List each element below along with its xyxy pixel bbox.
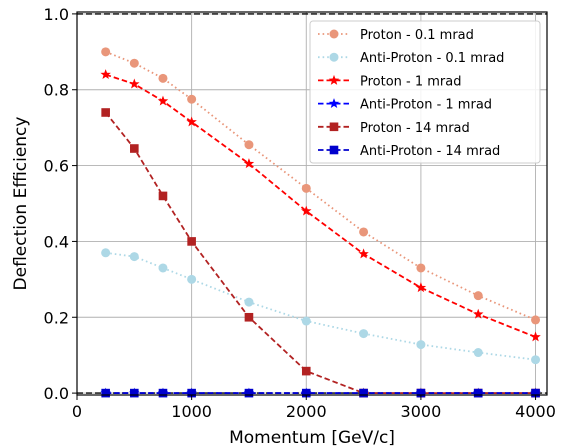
series-point — [531, 388, 540, 398]
legend-marker — [329, 122, 339, 132]
legend-marker — [328, 74, 340, 85]
x-tick-label: 1000 — [171, 402, 212, 421]
series-point — [158, 191, 168, 201]
y-tick-label: 0.0 — [44, 384, 69, 403]
series-point — [130, 388, 139, 398]
series-point — [531, 355, 541, 365]
series-point — [187, 94, 197, 104]
legend: Proton - 0.1 mrad Anti-Proton - 0.1 mrad P… — [309, 20, 541, 164]
x-tick-label: 4000 — [515, 402, 556, 421]
x-tick-label: 3000 — [401, 402, 442, 421]
series-point — [101, 248, 111, 258]
series-point — [301, 316, 311, 326]
series-point — [187, 237, 196, 246]
series-point — [130, 144, 139, 153]
series-point — [187, 388, 196, 398]
legend-marker — [329, 52, 339, 62]
series-point — [244, 140, 254, 150]
series-point — [101, 47, 111, 57]
series-point — [473, 291, 483, 301]
series-point — [472, 308, 484, 319]
series-line — [105, 50, 536, 321]
series-point — [301, 388, 311, 398]
series-point — [101, 108, 110, 117]
series-point — [301, 366, 311, 376]
legend-label: Anti-Proton - 0.1 mrad — [360, 51, 504, 66]
x-axis-label: Momentum [GeV/c] — [229, 428, 395, 448]
series-point — [473, 348, 483, 358]
series-6 — [101, 388, 540, 398]
series-point — [186, 116, 197, 127]
series-point — [100, 69, 111, 80]
series-point — [129, 58, 139, 68]
legend-label: Proton - 14 mrad — [360, 121, 470, 136]
series-point — [244, 388, 254, 398]
series-point — [416, 263, 426, 273]
x-tick-label: 0 — [72, 402, 82, 421]
y-axis-label: Deflection Efficiency — [11, 117, 31, 291]
legend-marker — [329, 145, 339, 155]
y-tick-label: 0.6 — [44, 157, 69, 176]
series-point — [359, 227, 369, 237]
series-point — [129, 252, 139, 262]
series-point — [530, 331, 541, 342]
series-point — [129, 78, 140, 89]
series-point — [244, 297, 254, 307]
series-point — [416, 388, 426, 398]
series-2 — [101, 248, 541, 365]
legend-marker — [329, 29, 339, 39]
series-point — [158, 73, 168, 83]
series-point — [101, 388, 110, 398]
series-point — [301, 183, 311, 193]
legend-box — [309, 20, 541, 164]
series-point — [359, 329, 369, 339]
y-tick-label: 0.8 — [44, 81, 69, 100]
legend-label: Proton - 1 mrad — [360, 74, 462, 89]
series-point — [531, 315, 541, 325]
series-point — [187, 274, 197, 284]
series-1 — [101, 47, 541, 325]
y-tick-label: 0.2 — [44, 308, 69, 327]
series-point — [243, 158, 255, 169]
series-line — [105, 73, 536, 338]
series-point — [244, 312, 254, 322]
series-line — [105, 251, 536, 361]
series-point — [358, 248, 369, 259]
series-point — [416, 340, 426, 350]
legend-label: Proton - 0.1 mrad — [360, 28, 474, 43]
series-point — [473, 388, 483, 398]
legend-marker — [328, 98, 340, 109]
legend-label: Anti-Proton - 1 mrad — [360, 98, 492, 113]
series-point — [301, 205, 312, 216]
y-tick-label: 1.0 — [44, 5, 69, 24]
series-3 — [100, 69, 541, 342]
plot-frame — [76, 11, 548, 396]
series-point — [415, 282, 427, 293]
x-tick-label: 2000 — [286, 402, 327, 421]
series-point — [359, 388, 368, 398]
axis-ticks: 0 1000 2000 3000 4000 0.0 0.2 0.4 0.6 0.8 1.0 — [44, 5, 556, 421]
series-point — [158, 263, 168, 273]
series-group — [100, 47, 541, 398]
legend-label: Anti-Proton - 14 mrad — [360, 144, 500, 159]
y-tick-label: 0.4 — [44, 232, 69, 251]
series-point — [157, 95, 169, 106]
series-point — [158, 388, 168, 398]
